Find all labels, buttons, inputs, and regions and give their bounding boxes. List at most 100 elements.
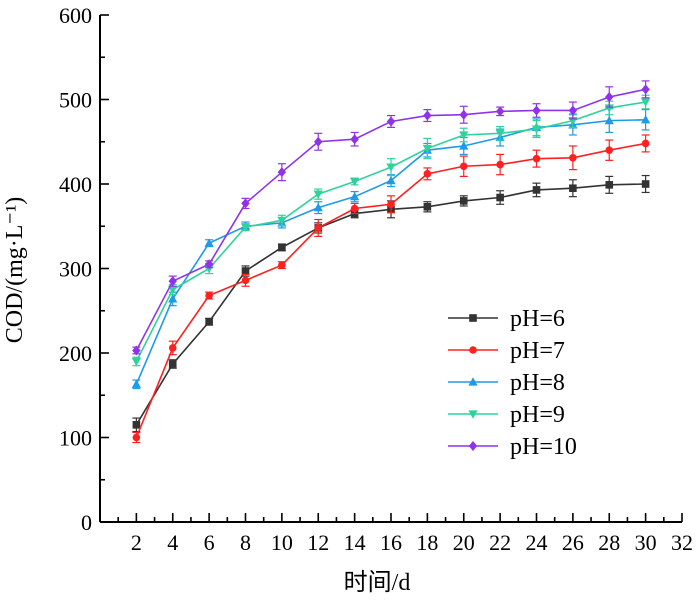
x-tick-label: 2 <box>131 530 142 555</box>
x-tick-label: 24 <box>526 530 548 555</box>
x-tick-label: 32 <box>671 530 693 555</box>
x-axis-title: 时间/d <box>344 569 411 596</box>
legend-label: pH=9 <box>510 402 565 428</box>
legend-label: pH=10 <box>510 434 577 460</box>
data-point <box>641 139 650 148</box>
x-tick-label: 4 <box>167 530 178 555</box>
data-point <box>605 91 614 102</box>
legend-label: pH=7 <box>510 338 565 364</box>
x-tick-label: 30 <box>635 530 657 555</box>
data-point <box>132 433 141 442</box>
y-tick-label: 300 <box>59 257 92 282</box>
y-tick-label: 200 <box>59 341 92 366</box>
legend-entry-2: pH=7 <box>448 338 565 364</box>
data-point <box>604 115 614 125</box>
data-point <box>168 344 177 352</box>
x-tick-label: 10 <box>271 530 293 555</box>
series-5 <box>132 80 650 356</box>
data-point <box>168 294 178 303</box>
y-tick-label: 500 <box>59 88 92 113</box>
data-point <box>569 154 577 162</box>
data-point <box>386 116 396 127</box>
data-point <box>495 129 505 139</box>
series-4 <box>131 94 651 367</box>
data-point <box>204 259 214 270</box>
legend: pH=6 pH=7 pH=8 pH=9 pH=10 <box>448 306 577 460</box>
data-point <box>532 154 541 163</box>
data-point <box>241 198 250 209</box>
data-point <box>604 104 614 113</box>
data-point <box>641 98 651 107</box>
data-point <box>241 276 250 285</box>
data-point <box>131 379 141 388</box>
data-point <box>569 184 577 193</box>
x-tick-label: 14 <box>344 530 366 555</box>
legend-entry-5: pH=10 <box>448 434 577 460</box>
data-point <box>459 109 468 120</box>
data-point <box>386 175 396 185</box>
data-point <box>605 181 614 189</box>
data-point <box>350 134 359 145</box>
x-tick-label: 20 <box>453 530 475 555</box>
data-point <box>314 224 323 232</box>
data-point <box>469 346 477 354</box>
data-point <box>350 204 359 213</box>
y-tick-label: 600 <box>59 3 92 28</box>
data-point <box>641 84 650 95</box>
data-point <box>278 243 286 252</box>
plot-area <box>131 80 651 444</box>
data-point <box>313 190 323 199</box>
legend-entry-4: pH=9 <box>448 402 565 428</box>
series-line <box>135 183 646 426</box>
x-tick-label: 22 <box>489 530 511 555</box>
data-point <box>532 186 541 194</box>
data-point <box>468 441 478 451</box>
data-point <box>313 202 323 212</box>
data-point <box>205 317 213 326</box>
data-point <box>532 105 541 116</box>
x-tick-label: 8 <box>240 530 251 555</box>
data-point <box>423 170 432 178</box>
x-tick-label: 28 <box>598 530 620 555</box>
data-point <box>459 141 469 150</box>
series-2 <box>132 134 650 444</box>
data-point <box>468 410 478 419</box>
data-point <box>168 276 177 287</box>
data-point <box>168 360 177 368</box>
data-point <box>459 197 468 205</box>
data-point <box>241 267 250 275</box>
data-point <box>605 146 614 154</box>
data-point <box>204 238 214 247</box>
data-point <box>423 110 432 121</box>
legend-entry-3: pH=8 <box>448 370 565 396</box>
data-point <box>468 377 478 386</box>
data-point <box>386 163 396 172</box>
data-point <box>496 193 504 202</box>
data-point <box>495 106 505 117</box>
data-point <box>277 216 287 226</box>
data-point <box>641 114 651 124</box>
series-1 <box>132 174 650 433</box>
data-point <box>496 160 504 169</box>
data-point <box>350 177 360 187</box>
data-point <box>423 203 432 211</box>
legend-label: pH=6 <box>510 306 565 332</box>
y-tick-label: 400 <box>59 172 92 197</box>
x-tick-label: 12 <box>307 530 329 555</box>
data-point <box>240 223 251 232</box>
x-tick-label: 18 <box>416 530 438 555</box>
data-point <box>131 357 141 367</box>
y-tick-label: 0 <box>81 510 92 535</box>
legend-entry-1: pH=6 <box>448 306 565 332</box>
axes <box>99 15 682 523</box>
data-point <box>350 191 360 201</box>
data-point <box>168 286 178 295</box>
data-point <box>277 167 287 178</box>
data-point <box>531 125 542 134</box>
data-point <box>132 345 141 356</box>
data-point <box>641 180 650 188</box>
data-point <box>132 421 141 429</box>
data-point <box>459 131 469 140</box>
